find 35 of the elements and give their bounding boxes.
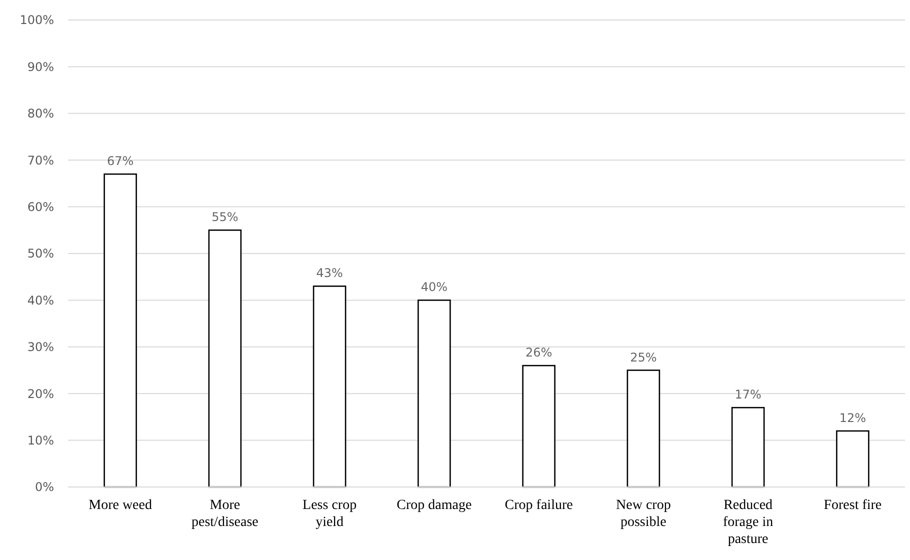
y-tick-label: 90% xyxy=(27,60,54,74)
bar xyxy=(626,370,660,488)
y-tick-label: 20% xyxy=(27,386,54,401)
bar xyxy=(312,286,346,488)
x-tick-label: New crop possible xyxy=(616,498,671,530)
x-tick-label: Reduced forage in pasture xyxy=(722,498,774,547)
data-label: 67% xyxy=(106,154,134,168)
x-tick-label: Less crop yield xyxy=(302,498,357,530)
bar xyxy=(418,300,451,488)
bar xyxy=(104,173,137,488)
x-tick-label: Crop damage xyxy=(396,498,472,513)
data-label: 26% xyxy=(525,346,552,360)
bar xyxy=(836,430,870,488)
data-label: 40% xyxy=(420,280,448,294)
bar xyxy=(522,364,556,488)
data-label: 17% xyxy=(734,388,762,402)
x-tick-label: Crop failure xyxy=(504,498,573,513)
y-tick-label: 10% xyxy=(27,434,54,448)
data-label: 55% xyxy=(212,210,238,224)
data-label: 12% xyxy=(839,410,866,425)
data-label: 43% xyxy=(316,266,343,280)
y-tick-label: 40% xyxy=(27,293,54,308)
y-tick-label: 100% xyxy=(20,13,54,28)
data-label: 25% xyxy=(630,350,657,364)
x-tick-label: More pest/disease xyxy=(192,498,258,530)
y-tick-label: 80% xyxy=(27,106,54,121)
y-tick-label: 70% xyxy=(27,153,54,168)
x-tick-label: More weed xyxy=(88,498,152,513)
bar xyxy=(208,230,242,488)
y-tick-label: 30% xyxy=(27,340,54,354)
x-tick-label: Forest fire xyxy=(824,498,882,513)
bar xyxy=(731,406,765,488)
y-tick-label: 0% xyxy=(34,480,54,494)
y-tick-label: 50% xyxy=(27,246,54,261)
y-tick-label: 60% xyxy=(27,200,54,214)
